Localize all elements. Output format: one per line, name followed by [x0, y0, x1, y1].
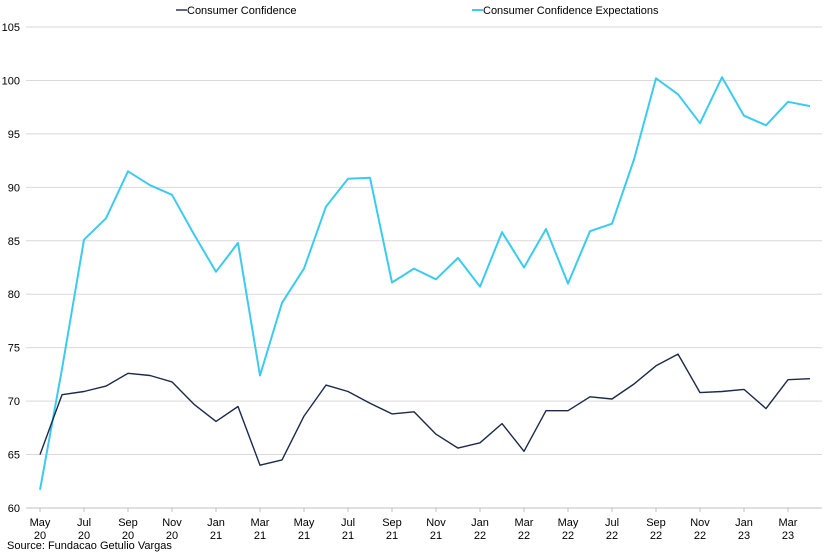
x-tick-label: Jan [471, 517, 489, 529]
y-tick-label: 65 [8, 450, 20, 462]
x-tick-label: Mar [251, 517, 270, 529]
x-tick-label: Mar [515, 517, 534, 529]
series-line-consumer-confidence [39, 353, 811, 466]
x-tick-label: May [294, 517, 315, 529]
x-tick-label: 20 [34, 530, 46, 542]
x-tick-label: 22 [562, 530, 574, 542]
legend-label: Consumer Confidence Expectations [483, 5, 659, 17]
y-tick-label: 70 [8, 396, 20, 408]
x-tick-label: 22 [606, 530, 618, 542]
y-tick-label: 100 [2, 75, 20, 87]
x-axis: May20Jul20Sep20Nov20Jan21Mar21May21Jul21… [26, 507, 822, 542]
x-tick-label: 21 [386, 530, 398, 542]
x-tick-label: 20 [122, 530, 134, 542]
x-tick-label: Jul [341, 517, 355, 529]
x-tick-label: Nov [426, 517, 446, 529]
y-tick-label: 105 [2, 22, 20, 34]
legend-label: Consumer Confidence [187, 5, 296, 17]
series-lines [39, 76, 811, 490]
x-tick-label: 21 [298, 530, 310, 542]
x-tick-label: 21 [430, 530, 442, 542]
series-line-consumer-confidence-expectations [39, 76, 811, 490]
x-tick-label: Jul [605, 517, 619, 529]
x-tick-label: May [558, 517, 579, 529]
x-tick-label: 21 [254, 530, 266, 542]
y-tick-label: 80 [8, 289, 20, 301]
x-tick-label: May [30, 517, 51, 529]
y-axis: 60 65 70 75 80 85 90 95 100 105 [2, 22, 20, 515]
legend: Consumer Confidence Consumer Confidence E… [176, 5, 659, 17]
x-tick-label: 20 [78, 530, 90, 542]
x-tick-label: Jul [77, 517, 91, 529]
y-tick-label: 75 [8, 343, 20, 355]
x-tick-label: Sep [646, 517, 666, 529]
x-tick-label: 21 [210, 530, 222, 542]
x-tick-label: Sep [118, 517, 138, 529]
source-note: Source: Fundacao Getulio Vargas [7, 540, 172, 552]
y-tick-label: 95 [8, 129, 20, 141]
y-tick-label: 60 [8, 503, 20, 515]
x-tick-label: Nov [162, 517, 182, 529]
x-tick-label: 21 [342, 530, 354, 542]
x-tick-label: 22 [694, 530, 706, 542]
gridlines [26, 26, 822, 509]
x-tick-label: 23 [782, 530, 794, 542]
x-tick-label: 20 [166, 530, 178, 542]
x-tick-label: 23 [738, 530, 750, 542]
x-tick-label: Jan [207, 517, 225, 529]
y-tick-label: 85 [8, 236, 20, 248]
y-tick-label: 90 [8, 182, 20, 194]
x-tick-label: Sep [382, 517, 402, 529]
x-tick-label: Mar [779, 517, 798, 529]
x-tick-label: 22 [474, 530, 486, 542]
x-tick-label: 22 [518, 530, 530, 542]
x-tick-label: 22 [650, 530, 662, 542]
x-tick-label: Jan [735, 517, 753, 529]
x-tick-label: Nov [690, 517, 710, 529]
